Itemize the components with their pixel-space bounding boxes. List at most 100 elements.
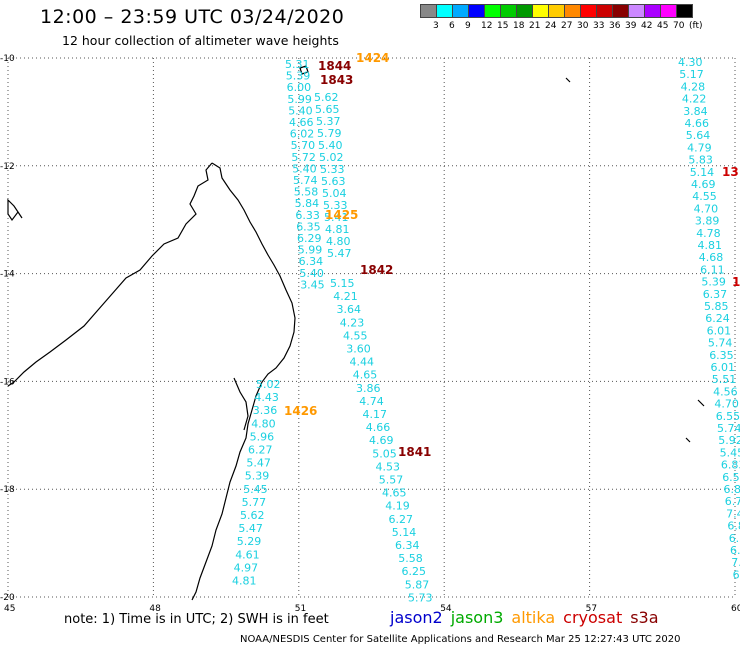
wave-height-value: 4.61 — [235, 548, 260, 561]
wave-height-value: 5.62 — [314, 91, 339, 104]
latitude-label: -20 — [0, 593, 15, 603]
comoros-coastline — [7, 198, 23, 222]
wave-height-value: 7.40 — [726, 507, 740, 520]
wave-height-value: 5.15 — [330, 277, 355, 290]
pass-id-label: 1 — [732, 275, 740, 289]
wave-height-value: 5.64 — [686, 129, 711, 142]
wave-height-value: 5.45 — [243, 483, 268, 496]
pass-id-label: 1426 — [284, 404, 317, 418]
wave-height-value: 5.40 — [299, 267, 324, 280]
satellite-legend-item: cryosat — [563, 608, 623, 627]
wave-height-value: 4.66 — [685, 117, 710, 130]
color-scale-label: 18 — [513, 21, 525, 31]
wave-height-value: 5.84 — [295, 197, 320, 210]
wave-height-value: 6.24 — [705, 312, 730, 325]
wave-height-value: 5.29 — [237, 535, 261, 548]
wave-height-value: 5.99 — [287, 93, 312, 106]
wave-height-value: 5.92 — [718, 434, 740, 447]
wave-height-value: 5.14 — [690, 166, 715, 179]
wave-height-value: 5.47 — [246, 457, 271, 470]
wave-height-value: 5.72 — [291, 151, 316, 164]
longitude-label: 51 — [295, 604, 306, 614]
wave-height-value: 4.70 — [714, 398, 739, 411]
wave-height-value: 5.37 — [316, 115, 341, 128]
altimeter-track: 4.305.174.284.223.844.665.644.795.835.14… — [678, 56, 740, 581]
wave-height-value: 5.74 — [708, 337, 733, 350]
color-scale-label: 36 — [609, 21, 621, 31]
wave-height-value: 6.35 — [296, 220, 321, 233]
wave-height-value: 4.53 — [376, 460, 401, 473]
islet-coastline — [299, 65, 705, 443]
wave-height-value: 5.39 — [286, 70, 311, 83]
wave-height-value: 5.40 — [288, 104, 313, 117]
wave-height-value: 6.7 — [730, 544, 740, 557]
wave-height-value: 4.79 — [687, 141, 712, 154]
color-scale-label: 42 — [641, 21, 653, 31]
wave-height-value: 4.28 — [681, 80, 706, 93]
wave-height-value: 4.56 — [713, 385, 738, 398]
wave-height-value: 5.31 — [285, 58, 310, 71]
wave-height-value: 5.70 — [291, 139, 316, 152]
wave-height-value: 4.17 — [363, 408, 388, 421]
wave-height-value: 6.35 — [709, 349, 734, 362]
wave-height-value: 6.27 — [248, 444, 273, 457]
wave-height-value: 4.19 — [385, 500, 410, 513]
wave-height-value: 4.69 — [691, 178, 716, 191]
wave-height-value: 3.86 — [356, 382, 381, 395]
wave-height-value: 4.81 — [325, 223, 350, 236]
wave-height-value: 5.02 — [319, 151, 344, 164]
wave-height-value: 5.14 — [392, 526, 417, 539]
wave-height-value: 5.73 — [408, 591, 433, 604]
wave-height-value: 4.21 — [333, 290, 358, 303]
color-scale-label: 15 — [497, 21, 509, 31]
color-scale-label: 21 — [529, 21, 541, 31]
wave-height-value: 5.62 — [240, 509, 265, 522]
color-scale-label: 27 — [561, 21, 573, 31]
wave-height-value: 4.66 — [366, 421, 391, 434]
wave-height-value: 4.65 — [353, 369, 378, 382]
wave-height-value: 4.97 — [234, 561, 259, 574]
wave-height-value: 3.45 — [300, 278, 325, 291]
wave-height-value: 5.85 — [704, 300, 729, 313]
legend-note: note: 1) Time is in UTC; 2) SWH is in fe… — [64, 612, 329, 627]
wave-height-value: 6.02 — [290, 128, 315, 141]
wave-height-value: 3.36 — [253, 404, 277, 417]
wave-height-value: 6.78 — [725, 495, 740, 508]
wave-height-value: 6.00 — [287, 81, 312, 94]
color-scale-label: (ft) — [689, 21, 703, 31]
wave-height-value: 5.87 — [405, 578, 430, 591]
wave-height-value: 5.33 — [320, 163, 345, 176]
satellite-legend-item: jason3 — [450, 608, 504, 627]
wave-height-value: 3.64 — [337, 303, 362, 316]
wave-height-value: 5.63 — [321, 175, 346, 188]
wave-height-value: 6.80 — [724, 483, 740, 496]
map-subtitle: 12 hour collection of altimeter wave hei… — [62, 33, 339, 48]
wave-height-value: 5.04 — [322, 187, 347, 200]
wave-height-value: 3.89 — [695, 215, 720, 228]
wave-height-value: 4.55 — [343, 329, 368, 342]
wave-height-value: 6.55 — [716, 410, 740, 423]
coastline — [7, 65, 705, 601]
color-scale-label: 45 — [657, 21, 669, 31]
credit-line: NOAA/NESDIS Center for Satellite Applica… — [240, 634, 681, 645]
latitude-label: -10 — [0, 54, 15, 64]
wave-height-value: 5.33 — [323, 199, 348, 212]
wave-height-value: 6.25 — [402, 565, 427, 578]
pass-id-label: 1425 — [325, 208, 358, 222]
pass-id-label: 1842 — [360, 263, 393, 277]
wave-height-value: 6.01 — [711, 361, 736, 374]
wave-height-value: 5.39 — [701, 276, 726, 289]
altimeter-track: 5.154.213.644.234.553.604.444.653.864.74… — [330, 277, 433, 604]
wave-height-value: 4.80 — [326, 235, 351, 248]
longitude-label: 54 — [440, 604, 452, 614]
altimeter-track: 5.625.655.375.795.405.025.335.635.045.33… — [314, 91, 352, 260]
wave-height-value: 5.96 — [250, 430, 275, 443]
wave-height-value: 5.74 — [293, 174, 318, 187]
wave-height-value: 6.80 — [727, 520, 740, 533]
latitude-label: -18 — [0, 485, 15, 495]
wave-height-value: 4.74 — [359, 395, 384, 408]
wave-height-value: 5.99 — [298, 244, 323, 257]
color-scale-label: 24 — [545, 21, 557, 31]
wave-height-value: 6.34 — [299, 255, 324, 268]
